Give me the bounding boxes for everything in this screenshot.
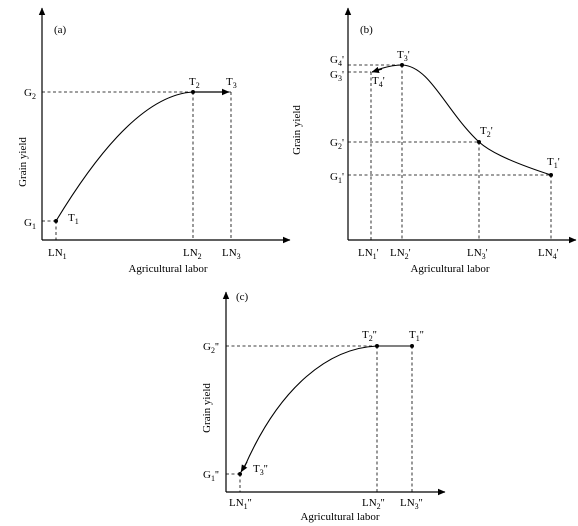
panel-c-point-label: T3'' [253,463,268,477]
panel-a-point-t2 [191,90,195,94]
panel-b-y-tick: G3' [330,69,344,83]
panel-a-x-tick: LN1 [48,247,67,261]
panel-b-x-label: Agricultural labor [410,263,489,275]
panel-c-title: (c) [236,291,249,303]
panel-a-y-tick: G1 [24,217,36,231]
panel-a-point-label: T2 [189,76,200,90]
panel-b-x-tick: LN4' [538,247,559,261]
panel-c-point-t2 [375,344,379,348]
panel-a-point-t1 [54,219,58,223]
panel-c-y-label: Grain yield [201,383,213,433]
panel-c-shift-arrow [240,461,248,473]
panel-c-x-tick: LN2'' [362,497,385,511]
panel-c-y-tick: G1'' [203,469,219,483]
panel-a-yield-curve [55,91,194,222]
panel-c-x-tick: LN1'' [229,497,252,511]
panel-a-title: (a) [54,24,67,36]
panel-c-y-tick: G2'' [203,341,219,355]
panel-b-point-label: T1' [547,156,560,170]
panel-c-point-t1 [410,344,414,348]
panel-b-point-t1 [549,173,553,177]
panel-b-yield-curve [373,64,552,176]
panel-b-point-label: T4' [372,75,385,89]
panel-a-y-label: Grain yield [17,137,29,187]
panel-c-point-t3 [238,472,242,476]
panel-a-y-tick: G2 [24,87,36,101]
panel-a-x-tick: LN2 [183,247,202,261]
panel-c-point-label: T1'' [409,329,424,343]
panel-c-x-tick: LN3'' [400,497,423,511]
panel-a-point-label: T1 [68,212,79,226]
panel-b-x-tick: LN2' [390,247,411,261]
panel-b-y-tick: G1' [330,171,344,185]
panel-b-point-t2 [477,140,481,144]
panel-b-title: (b) [360,24,373,36]
panel-b-x-tick: LN3' [467,247,488,261]
panel-b-y-tick: G4' [330,54,344,68]
panel-b: (b) Grain yield Agricultural labor T1' T… [291,7,577,275]
panel-b-x-tick: LN1' [358,247,379,261]
panel-b-y-label: Grain yield [291,105,303,155]
panel-a-x-tick: LN3 [222,247,241,261]
panel-b-point-label: T2' [480,125,493,139]
panel-a: (a) Grain yield Agricultural labor T1 T2… [17,7,291,275]
panel-b-point-label: T3' [397,49,410,63]
panel-a-point-label: T3 [226,76,237,90]
panel-a-x-label: Agricultural labor [128,263,207,275]
panel-c-x-label: Agricultural labor [300,511,379,523]
panel-c-point-label: T2'' [362,329,377,343]
panel-b-y-tick: G2' [330,137,344,151]
panel-c-yield-curve [243,345,378,469]
panel-b-shift-arrow [371,66,383,74]
panel-b-point-t3 [400,63,404,67]
panel-c: (c) Grain yield Agricultural labor T1'' … [201,291,446,523]
